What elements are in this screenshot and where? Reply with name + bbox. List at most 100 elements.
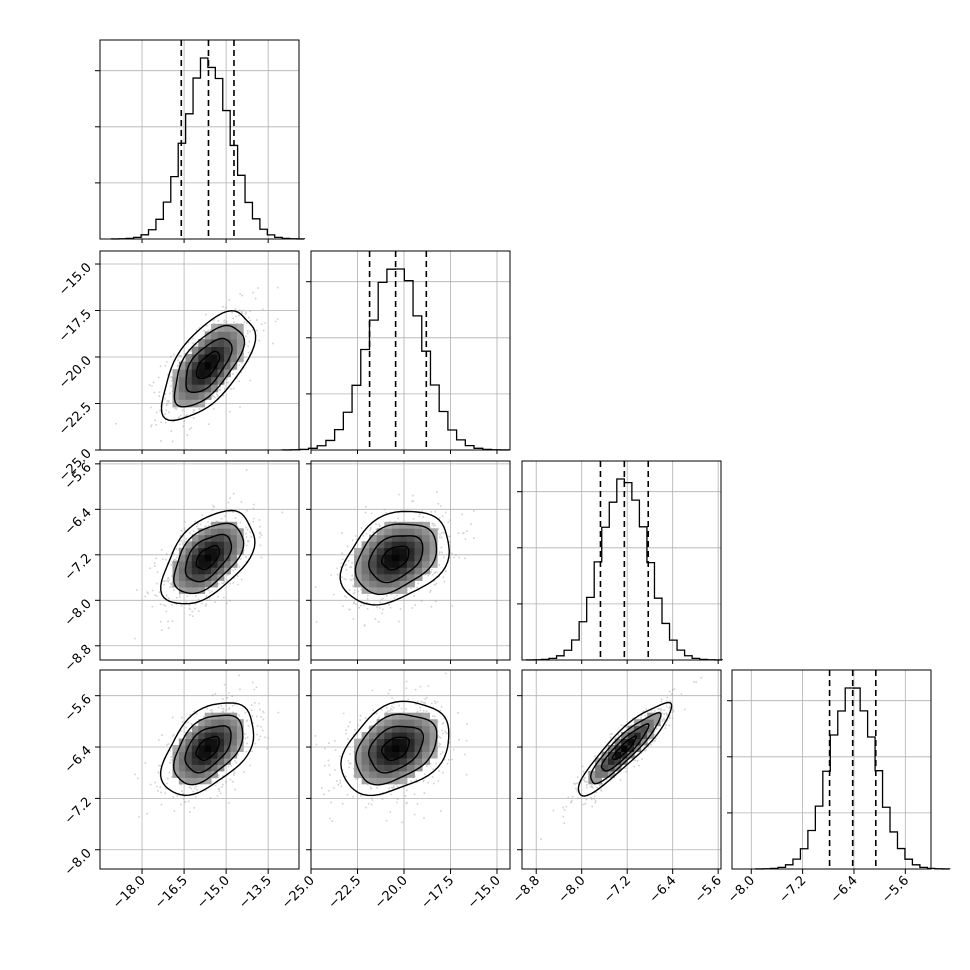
density-cell [211, 745, 218, 752]
density-cell [369, 554, 378, 562]
density-cell [185, 547, 193, 555]
density-cell [224, 346, 231, 355]
panel-frame [99, 250, 300, 451]
y-tick-label-2-0: −8.8 [62, 642, 95, 675]
density-cell [414, 528, 423, 536]
density-cell [391, 758, 400, 765]
density-cell [204, 554, 212, 562]
density-cell [198, 777, 206, 785]
panel-frame [731, 669, 932, 870]
scatter-panel-2-3 [517, 669, 722, 870]
x-tick-label-3-2: −6.4 [828, 873, 861, 906]
histogram-step-line [281, 268, 510, 451]
density-cell [211, 732, 218, 739]
density-cell [422, 712, 430, 720]
density-cell [608, 758, 615, 765]
density-cell [354, 560, 363, 568]
density-cell [191, 554, 199, 562]
density-cell [601, 751, 609, 759]
density-cell [391, 751, 400, 759]
contour-level-2 [589, 711, 662, 785]
density-cell [198, 528, 206, 536]
density-cell [627, 732, 635, 739]
density-cell [429, 547, 438, 555]
density-cell [217, 725, 225, 733]
density-cell [191, 541, 199, 549]
density-cell [172, 758, 180, 765]
y-tick-label-3-2: −6.4 [62, 743, 95, 776]
density-cell [204, 541, 212, 549]
x-tick-label-0-2: −15.0 [194, 873, 233, 912]
density-cell [361, 758, 370, 765]
density-cell [422, 534, 430, 542]
density-cell [211, 719, 218, 727]
density-cell [198, 587, 206, 594]
density-cell [217, 369, 225, 378]
density-cell [217, 560, 225, 568]
density-cell [627, 751, 635, 759]
density-cell [414, 567, 423, 575]
density-cell [361, 547, 370, 555]
density-cell [376, 719, 385, 727]
density-cell [406, 554, 415, 562]
density-cell [224, 758, 231, 765]
density-cell [211, 560, 218, 568]
density-cell [217, 541, 225, 549]
density-cell [369, 541, 378, 549]
density-cell [376, 567, 385, 575]
density-cell [595, 777, 602, 785]
density-cell [172, 580, 180, 588]
density-cell [224, 323, 231, 332]
density-cell [185, 777, 193, 785]
density-cell [211, 541, 218, 549]
density-cell [211, 758, 218, 765]
density-cell [178, 764, 186, 772]
density-cell [414, 751, 423, 759]
density-cell [224, 732, 231, 739]
density-cell [369, 758, 378, 765]
density-cell [399, 587, 408, 594]
density-cell [640, 719, 648, 727]
density-cell [361, 771, 370, 778]
density-cell [406, 725, 415, 733]
density-cell [391, 541, 400, 549]
density-cell [399, 712, 408, 720]
density-cell [406, 534, 415, 542]
density-cell [361, 745, 370, 752]
density-cell [224, 361, 231, 370]
density-cell [224, 331, 231, 340]
density-cell [361, 560, 370, 568]
density-cell [217, 376, 225, 385]
density-cell [595, 771, 602, 778]
density-cell [384, 719, 393, 727]
density-cell [384, 751, 393, 759]
panel-frame [310, 460, 511, 661]
density-cell [640, 725, 648, 733]
density-cell [204, 376, 212, 385]
density-cell [429, 738, 438, 746]
density-cell [376, 580, 385, 588]
density-cell [621, 758, 628, 765]
density-cell [369, 777, 378, 785]
density-cell [198, 369, 206, 378]
density-cell [369, 534, 378, 542]
density-cell [429, 554, 438, 562]
density-cell [224, 547, 231, 555]
x-tick-label-3-0: −8.0 [725, 873, 758, 906]
contour-level-3 [160, 509, 256, 605]
contour-level-3 [339, 510, 451, 606]
contour-level-2 [355, 713, 438, 786]
density-cell [204, 732, 212, 739]
density-cell [191, 534, 199, 542]
density-cell [185, 732, 193, 739]
density-cell [185, 391, 193, 400]
density-cell [178, 369, 186, 378]
density-cell [406, 732, 415, 739]
density-cell [178, 399, 186, 408]
contour-level-0 [381, 545, 410, 571]
density-cell [236, 541, 244, 549]
density-cell [185, 369, 193, 378]
density-cell [361, 751, 370, 759]
density-cell [354, 751, 363, 759]
density-cell [414, 712, 423, 720]
